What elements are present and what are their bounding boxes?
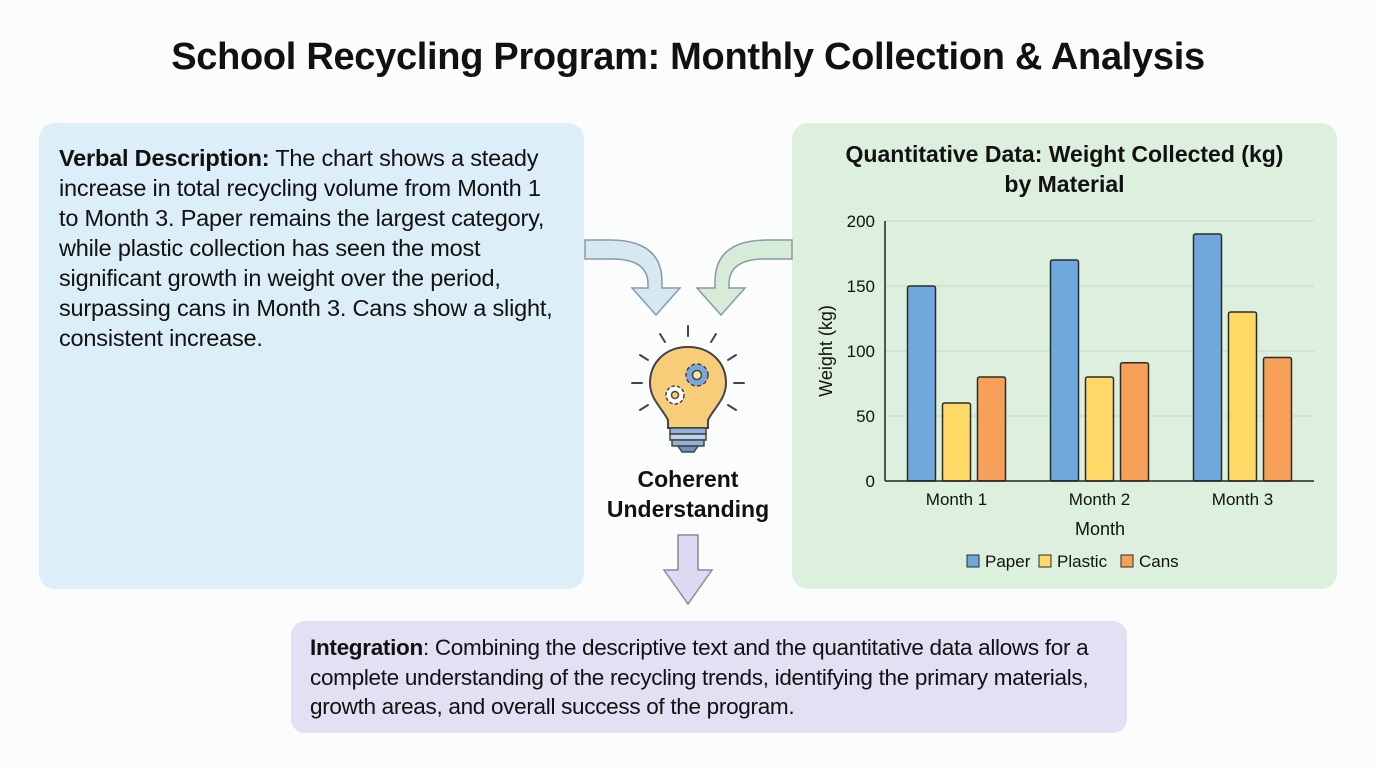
bar-cans	[1119, 361, 1150, 482]
y-tick-label: 50	[856, 407, 875, 426]
legend-label-cans: Cans	[1139, 552, 1179, 571]
verbal-description-text: Verbal Description: The chart shows a st…	[59, 145, 553, 351]
verbal-description-label: Verbal Description:	[59, 145, 270, 171]
bar-paper	[1049, 259, 1080, 482]
legend-swatch-paper	[966, 554, 980, 568]
arrow-from-quant-icon	[695, 239, 793, 317]
legend-swatch-plastic	[1038, 554, 1052, 568]
y-axis-label: Weight (kg)	[816, 305, 836, 397]
y-tick-label: 100	[847, 342, 875, 361]
x-tick-label: Month 1	[926, 490, 987, 509]
arrow-from-verbal-icon	[584, 239, 682, 317]
quantitative-data-panel: Quantitative Data: Weight Collected (kg)…	[792, 123, 1337, 589]
bar-plastic	[941, 402, 972, 482]
legend-label-paper: Paper	[985, 552, 1031, 571]
coherent-understanding-label: Coherent Understanding	[606, 466, 770, 522]
integration-label: Integration	[310, 635, 423, 660]
x-tick-label: Month 3	[1212, 490, 1273, 509]
y-tick-label: 200	[847, 212, 875, 231]
y-tick-label: 0	[866, 472, 875, 491]
y-tick-label: 150	[847, 277, 875, 296]
lightbulb-gears-icon	[631, 325, 745, 453]
bar-plastic	[1084, 376, 1115, 482]
legend-label-plastic: Plastic	[1057, 552, 1108, 571]
bar-chart: 0 50 100 150 200 Month 1 Month 2 Month 3 Month We…	[816, 212, 1314, 571]
chart-title: Quantitative Data: Weight Collected (kg)…	[845, 141, 1284, 197]
integration-text: Integration: Combining the descriptive t…	[310, 635, 1089, 719]
bar-cans	[976, 376, 1007, 482]
x-axis-label: Month	[1075, 519, 1125, 539]
bar-plastic	[1227, 311, 1258, 482]
page-title: School Recycling Program: Monthly Collec…	[171, 36, 1205, 78]
verbal-description-panel: Verbal Description: The chart shows a st…	[39, 123, 584, 589]
arrow-to-integration-icon	[662, 534, 714, 606]
legend-swatch-cans	[1120, 554, 1134, 568]
bar-cans	[1262, 356, 1293, 482]
bar-paper	[906, 285, 937, 482]
integration-panel: Integration: Combining the descriptive t…	[291, 621, 1127, 733]
x-tick-label: Month 2	[1069, 490, 1130, 509]
bar-paper	[1192, 233, 1223, 482]
